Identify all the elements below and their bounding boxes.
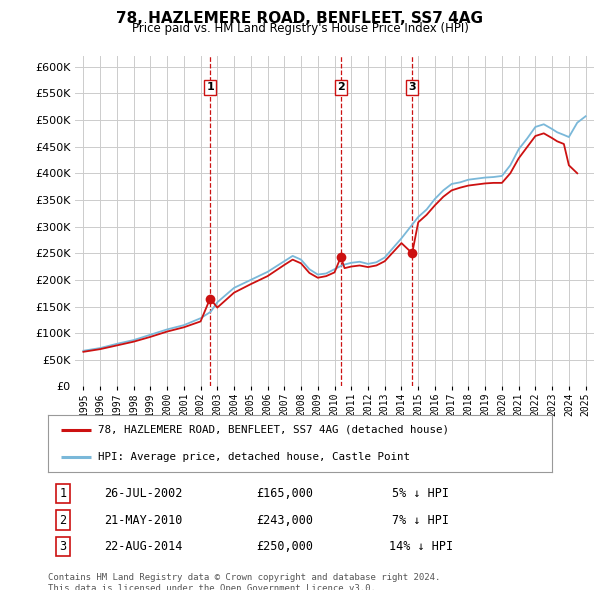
Text: 21-MAY-2010: 21-MAY-2010: [104, 513, 183, 526]
Text: Price paid vs. HM Land Registry's House Price Index (HPI): Price paid vs. HM Land Registry's House …: [131, 22, 469, 35]
Text: 78, HAZLEMERE ROAD, BENFLEET, SS7 4AG: 78, HAZLEMERE ROAD, BENFLEET, SS7 4AG: [116, 11, 484, 25]
Text: 3: 3: [409, 83, 416, 93]
Text: Contains HM Land Registry data © Crown copyright and database right 2024.
This d: Contains HM Land Registry data © Crown c…: [48, 573, 440, 590]
Text: HPI: Average price, detached house, Castle Point: HPI: Average price, detached house, Cast…: [98, 452, 410, 462]
Text: 26-JUL-2002: 26-JUL-2002: [104, 487, 183, 500]
Text: £165,000: £165,000: [256, 487, 313, 500]
Text: 1: 1: [206, 83, 214, 93]
Text: 3: 3: [59, 540, 67, 553]
Text: 1: 1: [59, 487, 67, 500]
Text: £243,000: £243,000: [256, 513, 313, 526]
Text: 5% ↓ HPI: 5% ↓ HPI: [392, 487, 449, 500]
Text: 14% ↓ HPI: 14% ↓ HPI: [389, 540, 453, 553]
Text: 2: 2: [337, 83, 345, 93]
Text: 22-AUG-2014: 22-AUG-2014: [104, 540, 183, 553]
Text: 2: 2: [59, 513, 67, 526]
Text: £250,000: £250,000: [256, 540, 313, 553]
Text: 78, HAZLEMERE ROAD, BENFLEET, SS7 4AG (detached house): 78, HAZLEMERE ROAD, BENFLEET, SS7 4AG (d…: [98, 425, 449, 435]
Text: 7% ↓ HPI: 7% ↓ HPI: [392, 513, 449, 526]
